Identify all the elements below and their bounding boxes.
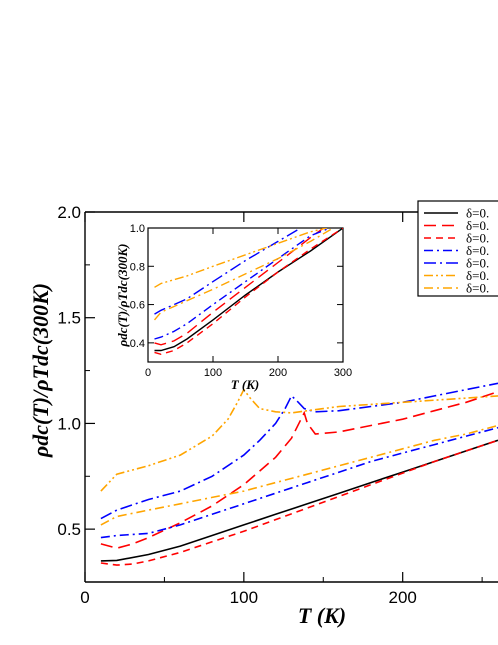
inset-y-tick-label: 1.0	[130, 223, 145, 235]
main-y-tick-label: 1.5	[57, 309, 81, 328]
main-series-line-5	[100, 382, 498, 520]
inset-x-tick-label: 200	[269, 367, 287, 379]
inset-y-tick-label: 0.6	[130, 300, 145, 312]
main-y-tick-label: 2.0	[57, 203, 81, 222]
legend-label-4: δ=0.	[466, 243, 489, 258]
legend-label-7: δ=0.	[466, 281, 489, 296]
main-series-line-2	[100, 390, 498, 550]
inset-series-line-4	[154, 228, 331, 340]
main-x-tick-label: 200	[389, 588, 417, 607]
main-plot: 0 100 200 0.5 1.0 1.5 2.0 T (K) ρdc(T)/ρTdc(300K…	[28, 203, 498, 628]
main-series-line-7	[100, 424, 498, 526]
legend-label-1: δ=0.	[466, 206, 489, 221]
main-series-line-3	[100, 439, 498, 566]
inset-plot: 0 100 200 300 0.4 0.6 0.8 1.0 T (K) ρdc(T)/ρTdc(3…	[115, 223, 352, 392]
inset-y-tick-label: 0.4	[130, 338, 145, 350]
inset-x-tick-label: 100	[204, 367, 222, 379]
legend: δ=0.δ=0.δ=0.δ=0.δ=0.δ=0.δ=0.	[417, 200, 498, 297]
main-y-axis-label: ρdc(T)/ρTdc(300K)	[28, 283, 53, 458]
main-x-axis-label: T (K)	[298, 603, 346, 628]
inset-y-tick-label: 0.8	[130, 261, 145, 273]
inset-x-tick-label: 300	[334, 367, 352, 379]
main-y-tick-label: 1.0	[57, 414, 81, 433]
inset-y-axis-label: ρdc(T)/ρTdc(300K)	[115, 244, 130, 348]
main-y-tick-label: 0.5	[57, 520, 81, 539]
main-series-line-6	[100, 388, 498, 492]
inset-series-line-2	[154, 228, 324, 346]
main-x-tick-label: 0	[80, 588, 89, 607]
main-x-tick-label: 100	[230, 588, 258, 607]
inset-series-line-1	[154, 228, 343, 352]
inset-x-tick-label: 0	[145, 367, 151, 379]
legend-box	[417, 200, 498, 297]
legend-label-6: δ=0.	[466, 268, 489, 283]
inset-series-line-6	[154, 228, 327, 288]
inset-x-axis-label: T (K)	[231, 377, 260, 392]
legend-label-5: δ=0.	[466, 256, 489, 271]
main-series-line-4	[100, 426, 498, 539]
inset-series-line-7	[153, 228, 334, 321]
main-series-line-1	[100, 439, 498, 562]
inset-series-line-5	[154, 228, 302, 315]
legend-label-2: δ=0.	[466, 218, 489, 233]
legend-label-3: δ=0.	[466, 231, 489, 246]
